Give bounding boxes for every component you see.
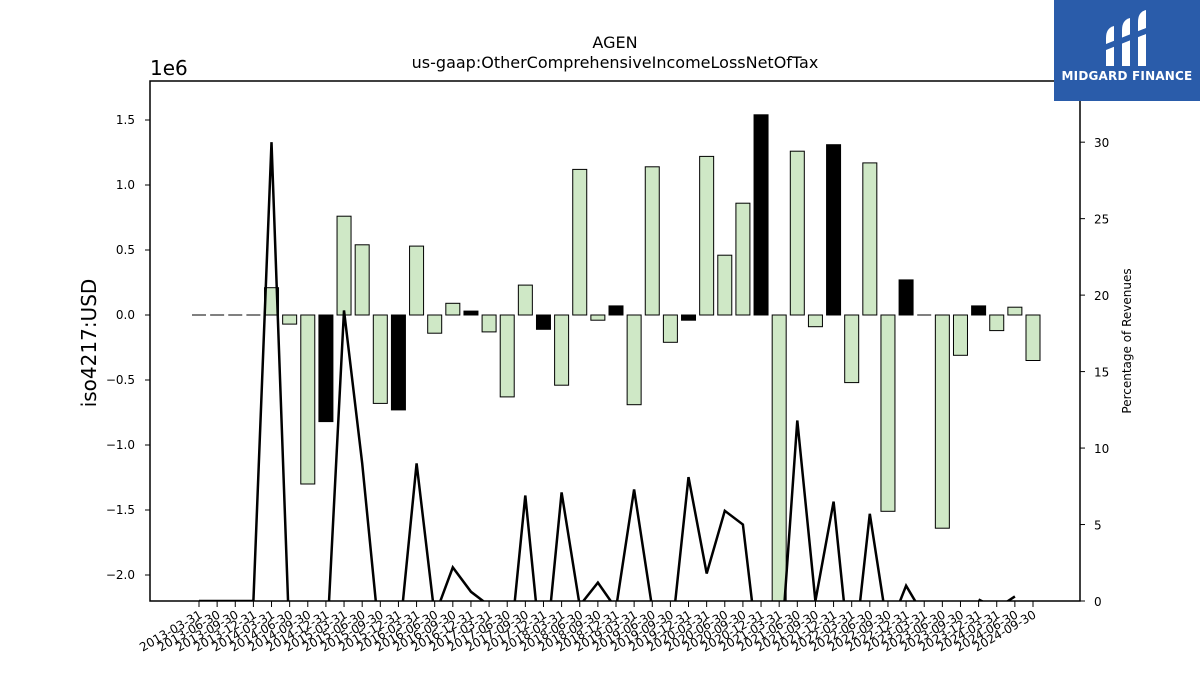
bar-2021-06-30: [789, 150, 805, 316]
y2-tick-label: 25: [1094, 213, 1109, 227]
chart-title: AGEN: [592, 33, 637, 52]
chart-subtitle: us-gaap:OtherComprehensiveIncomeLossNetO…: [412, 53, 819, 72]
plot-frame: [149, 80, 1081, 602]
bar-2019-09-30: [662, 314, 678, 343]
bar-2020-09-30: [735, 202, 751, 316]
y-axis-label: iso4217:USD: [77, 279, 101, 408]
bar-2022-03-31: [844, 314, 860, 384]
bar-2018-03-31: [554, 314, 570, 386]
bars-group: [192, 114, 1041, 602]
bar-2020-12-31: [753, 114, 769, 316]
bar-2018-09-30: [590, 314, 606, 321]
y2-tick-label: 5: [1094, 519, 1102, 533]
bar-2019-03-31: [626, 314, 642, 406]
bar-2018-12-31: [608, 305, 624, 316]
revenue-pct-line-segment-0: [199, 142, 917, 601]
bar-2015-03-31: [336, 215, 352, 316]
y2-tick-label: 10: [1094, 442, 1109, 456]
y-tick-label: 1.5: [116, 113, 135, 127]
y-tick-label: −1.0: [106, 438, 135, 452]
y-tick-label: 0.5: [116, 243, 135, 257]
bar-2016-09-30: [445, 302, 461, 316]
bar-2015-12-31: [390, 314, 406, 411]
bar-2019-12-31: [681, 314, 697, 321]
y-tick-label: 1.0: [116, 178, 135, 192]
bar-2016-06-30: [427, 314, 443, 334]
bar-2022-12-31: [898, 279, 914, 316]
y2-tick-label: 20: [1094, 289, 1109, 303]
bar-2015-06-30: [354, 244, 370, 316]
bar-2022-06-30: [862, 162, 878, 316]
y-tick-label: −0.5: [106, 373, 135, 387]
brand-logo: MIDGARD FINANCE: [1054, 0, 1200, 101]
y2-axis-label: Percentage of Revenues: [1120, 268, 1134, 413]
bar-2017-03-31: [481, 314, 497, 333]
bar-2016-12-31: [463, 310, 479, 316]
brand-name: MIDGARD FINANCE: [1061, 69, 1193, 83]
bar-2021-03-31: [771, 314, 787, 602]
bar-2018-06-30: [572, 168, 588, 316]
bar-2023-06-30: [934, 314, 950, 529]
bar-2020-03-31: [699, 155, 715, 316]
bar-2021-12-31: [826, 144, 842, 316]
y-tick-label: −2.0: [106, 568, 135, 582]
bar-2014-12-31: [318, 314, 334, 423]
bar-2021-09-30: [807, 314, 823, 328]
y-tick-label: 0.0: [116, 308, 135, 322]
y2-tick-label: 0: [1094, 595, 1102, 609]
bar-2023-09-30: [952, 314, 968, 356]
bar-2022-09-30: [880, 314, 896, 512]
bar-2019-06-30: [644, 166, 660, 316]
y-scale-label: 1e6: [150, 56, 188, 80]
y-tick-label: −1.5: [106, 503, 135, 517]
y2-tick-label: 30: [1094, 136, 1109, 150]
bar-2014-09-30: [300, 314, 316, 485]
bar-2024-09-30: [1025, 314, 1041, 361]
bar-2017-06-30: [499, 314, 515, 398]
y2-tick-label: 15: [1094, 366, 1109, 380]
bar-2016-03-31: [409, 245, 425, 316]
bar-2024-06-30: [1007, 306, 1023, 316]
axes-group: 1.5 1.0 0.5 0.0 −0.5 −1.0 −1.5 −2.0 30 25 20 15 10 5 0…: [106, 80, 1109, 654]
bar-2024-03-31: [989, 314, 1005, 332]
bar-2020-06-30: [717, 254, 733, 316]
bar-2015-09-30: [372, 314, 388, 404]
bar-2017-12-31: [535, 314, 551, 330]
bar-2017-09-30: [517, 284, 533, 316]
brand-mark-icon: [1106, 10, 1146, 66]
bar-2014-06-30: [282, 314, 298, 325]
bar-2023-12-31: [971, 305, 987, 316]
